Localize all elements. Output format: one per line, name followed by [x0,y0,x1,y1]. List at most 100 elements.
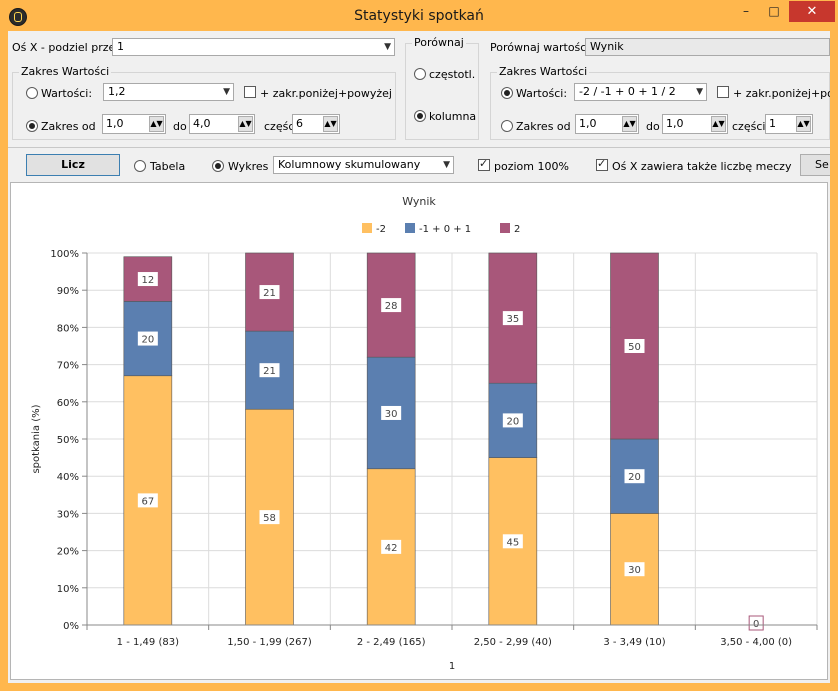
chevron-down-icon: ▼ [443,160,450,170]
left-zakr-checkbox[interactable] [244,86,256,98]
data-label: 21 [263,366,276,377]
wykres-label: Wykres [228,160,269,173]
right-range-group-title: Zakres Wartości [497,65,590,78]
wykres-radio[interactable] [212,160,224,172]
left-do-label: do [173,120,187,133]
x-tick-label: 1,50 - 1,99 (267) [227,637,312,648]
data-label: 42 [385,543,398,554]
legend-swatch [500,223,510,233]
minimize-button[interactable]: – [743,4,749,18]
right-zakr-checkbox[interactable] [717,86,729,98]
data-label-box [624,562,645,577]
osx-liczba-checkbox[interactable] [596,157,608,171]
y-tick-label: 100% [50,249,79,260]
y-axis-title: spotkania (%) [31,404,42,473]
x-axis-title: 1 [449,661,455,672]
left-czesc-label: częśc [264,120,295,133]
spin-updown-icon[interactable]: ▲▼ [796,116,811,132]
left-wartosci-value: 1,2 [108,85,126,98]
data-label: 35 [506,314,519,325]
maximize-button[interactable]: □ [768,4,780,18]
data-label: 58 [263,513,276,524]
legend-label: 2 [514,224,520,235]
right-range-group: Zakres Wartości [490,65,830,140]
left-wartosci-radio[interactable] [26,87,38,99]
chevron-down-icon: ▼ [696,87,703,97]
left-od-spinner[interactable]: 1,0 ▲▼ [102,114,166,134]
porownaj-wartosci-label: Porównaj wartości [490,41,590,54]
tabela-radio[interactable] [134,160,146,172]
osx-divide-combo[interactable]: 1 ▼ [112,38,395,56]
porownaj-wartosci-value: Wynik [590,40,624,53]
data-label-box [381,405,402,420]
tabela-label: Tabela [150,160,186,173]
right-wartosci-value: -2 / -1 + 0 + 1 / 2 [579,85,676,98]
se-button[interactable]: Se [800,154,830,176]
client-area: Oś X - podziel przez 1 ▼ Zakres Wartości… [8,31,830,683]
app-icon [9,8,27,26]
porownaj-wartosci-combo[interactable]: Wynik [585,38,830,56]
left-range-group: Zakres Wartości [12,65,396,140]
right-do-value: 1,0 [666,117,684,130]
right-wartosci-label: Wartości: [516,87,568,100]
y-tick-label: 40% [57,472,79,483]
legend-label: -1 + 0 + 1 [419,224,471,235]
left-zakres-radio[interactable] [26,120,38,132]
data-label-box [624,469,645,484]
right-od-spinner[interactable]: 1,0 ▲▼ [575,114,639,134]
data-label: 20 [141,335,154,346]
spin-updown-icon[interactable]: ▲▼ [711,116,726,132]
left-wartosci-combo[interactable]: 1,2 ▼ [103,83,234,101]
legend-swatch [362,223,372,233]
chart-type-combo[interactable]: Kolumnowy skumulowany ▼ [273,156,454,174]
left-czesc-spinner[interactable]: 6 ▲▼ [292,114,340,134]
y-tick-label: 10% [57,584,79,595]
y-tick-label: 30% [57,509,79,520]
kolumna-radio[interactable] [414,110,426,122]
poziom-checkbox[interactable] [478,157,490,171]
spin-updown-icon[interactable]: ▲▼ [323,116,338,132]
data-label: 50 [628,342,641,353]
czestotl-radio[interactable] [414,68,426,80]
close-button[interactable]: ✕ [789,1,835,22]
data-label-box [502,534,523,549]
left-do-value: 4,0 [193,117,211,130]
title-bar[interactable]: Statystyki spotkań – □ ✕ [1,1,837,31]
spin-updown-icon[interactable]: ▲▼ [149,116,164,132]
y-tick-label: 70% [57,361,79,372]
x-tick-label: 3,50 - 4,00 (0) [720,637,792,648]
right-zakres-radio[interactable] [501,120,513,132]
chart-grid [86,252,818,626]
x-tick-label: 2 - 2,49 (165) [357,637,426,648]
x-tick-label: 3 - 3,49 (10) [603,637,665,648]
spin-updown-icon[interactable]: ▲▼ [238,116,253,132]
divider [8,147,830,148]
data-label: 30 [385,409,398,420]
left-zakres-label: Zakres od [41,120,96,133]
chevron-down-icon: ▼ [223,87,230,97]
left-zakr-label: + zakr.poniżej+powyżej [260,87,392,100]
data-label: 21 [263,288,276,299]
right-czesci-spinner[interactable]: 1 ▲▼ [765,114,813,134]
porownaj-group: Porównaj [405,36,479,140]
spin-updown-icon[interactable]: ▲▼ [622,116,637,132]
window-title: Statystyki spotkań [354,8,484,24]
osx-label: Oś X - podziel przez [12,41,122,54]
left-do-spinner[interactable]: 4,0 ▲▼ [189,114,255,134]
y-tick-label: 50% [57,435,79,446]
osx-divide-value: 1 [117,40,124,53]
legend-swatch [405,223,415,233]
right-wartosci-radio[interactable] [501,87,513,99]
left-od-value: 1,0 [106,117,124,130]
right-wartosci-combo[interactable]: -2 / -1 + 0 + 1 / 2 ▼ [574,83,707,101]
data-label: 20 [628,472,641,483]
right-do-spinner[interactable]: 1,0 ▲▼ [662,114,728,134]
licz-button[interactable]: Licz [26,154,120,176]
right-zakr-label: + zakr.poniżej+powyżej [733,87,830,100]
data-label-box [381,298,402,313]
y-tick-label: 0% [63,621,79,632]
chart-legend: Wynik -2 -1 + 0 + 1 2 [362,195,520,235]
